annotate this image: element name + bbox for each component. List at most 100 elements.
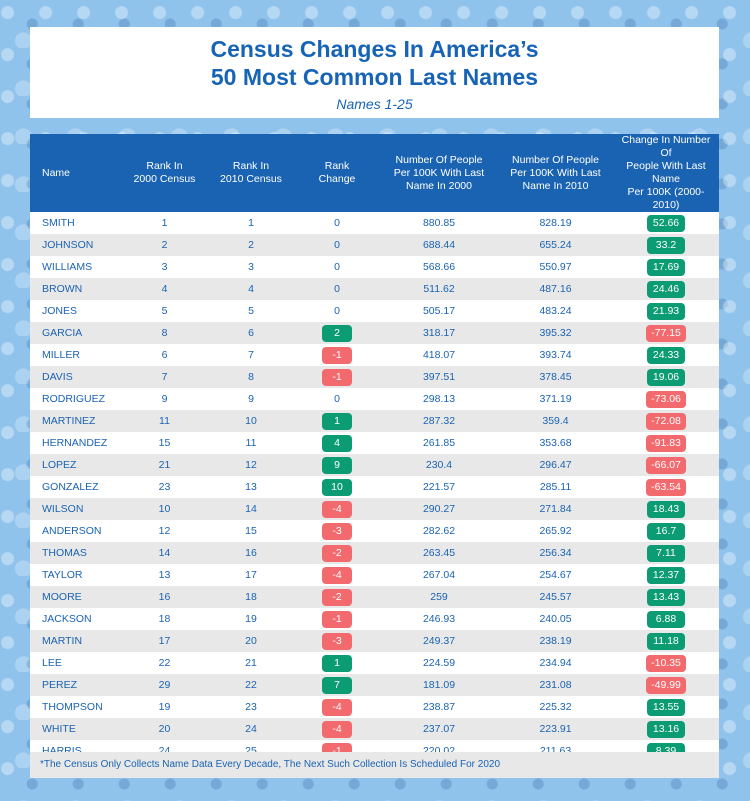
people-change-cell: 18.43: [613, 498, 719, 520]
rank-2010-cell: 23: [208, 696, 294, 718]
change-positive-badge: 7.11: [647, 544, 685, 562]
rank-down-badge: -2: [322, 588, 352, 606]
rank-change-cell: 0: [294, 300, 380, 322]
rank-2010-cell: 21: [208, 652, 294, 674]
rank-change-cell: 1: [294, 410, 380, 432]
rank-2010-cell: 16: [208, 542, 294, 564]
table-row: ANDERSON 12 15 -3 282.62 265.92 16.7: [30, 520, 719, 542]
rank-up-badge: 9: [322, 456, 352, 474]
change-positive-badge: 17.69: [647, 258, 685, 276]
change-positive-badge: 52.66: [647, 214, 685, 232]
table-row: MOORE 16 18 -2 259 245.57 13.43: [30, 586, 719, 608]
name-cell: HERNANDEZ: [30, 432, 121, 454]
people-change-cell: -77.15: [613, 322, 719, 344]
rank-change-cell: -4: [294, 718, 380, 740]
rank-2000-cell: 2: [121, 234, 208, 256]
people-2010-cell: 234.94: [498, 652, 613, 674]
people-2000-cell: 263.45: [380, 542, 498, 564]
people-2010-cell: 550.97: [498, 256, 613, 278]
change-negative-badge: -77.15: [646, 324, 686, 342]
rank-down-badge: -4: [322, 500, 352, 518]
change-positive-badge: 21.93: [647, 302, 685, 320]
table-row: BROWN 4 4 0 511.62 487.16 24.46: [30, 278, 719, 300]
table-row: MARTIN 17 20 -3 249.37 238.19 11.18: [30, 630, 719, 652]
people-change-cell: -91.83: [613, 432, 719, 454]
name-cell: JACKSON: [30, 608, 121, 630]
rank-2010-cell: 19: [208, 608, 294, 630]
people-change-cell: -66.07: [613, 454, 719, 476]
header-people-2000: Number Of People Per 100K With Last Name I…: [380, 134, 498, 212]
people-2010-cell: 353.68: [498, 432, 613, 454]
name-cell: PEREZ: [30, 674, 121, 696]
rank-change-cell: 9: [294, 454, 380, 476]
name-cell: GARCIA: [30, 322, 121, 344]
people-2010-cell: 378.45: [498, 366, 613, 388]
name-cell: LOPEZ: [30, 454, 121, 476]
rank-change-cell: -2: [294, 586, 380, 608]
table-row: SMITH 1 1 0 880.85 828.19 52.66: [30, 212, 719, 234]
rank-2000-cell: 5: [121, 300, 208, 322]
table-row: JACKSON 18 19 -1 246.93 240.05 6.88: [30, 608, 719, 630]
people-change-cell: 33.2: [613, 234, 719, 256]
change-negative-badge: -49.99: [646, 676, 686, 694]
rank-change-cell: 4: [294, 432, 380, 454]
rank-up-badge: 10: [322, 478, 352, 496]
rank-2010-cell: 4: [208, 278, 294, 300]
rank-down-badge: -3: [322, 632, 352, 650]
title-panel: Census Changes In America’s 50 Most Comm…: [30, 27, 719, 118]
rank-change-cell: 10: [294, 476, 380, 498]
rank-2000-cell: 13: [121, 564, 208, 586]
people-2000-cell: 221.57: [380, 476, 498, 498]
table-row: HERNANDEZ 15 11 4 261.85 353.68 -91.83: [30, 432, 719, 454]
people-2000-cell: 568.66: [380, 256, 498, 278]
rank-change-cell: -1: [294, 344, 380, 366]
name-cell: SMITH: [30, 212, 121, 234]
change-positive-badge: 16.7: [647, 522, 685, 540]
people-2000-cell: 511.62: [380, 278, 498, 300]
change-positive-badge: 24.46: [647, 280, 685, 298]
table-row: GARCIA 8 6 2 318.17 395.32 -77.15: [30, 322, 719, 344]
header-rank-2010: Rank In 2010 Census: [208, 134, 294, 212]
people-2010-cell: 240.05: [498, 608, 613, 630]
people-2010-cell: 256.34: [498, 542, 613, 564]
rank-down-badge: -4: [322, 698, 352, 716]
rank-change-cell: 0: [294, 256, 380, 278]
name-cell: MARTINEZ: [30, 410, 121, 432]
people-change-cell: 13.55: [613, 696, 719, 718]
name-cell: THOMAS: [30, 542, 121, 564]
name-cell: MOORE: [30, 586, 121, 608]
people-2010-cell: 271.84: [498, 498, 613, 520]
people-2010-cell: 487.16: [498, 278, 613, 300]
rank-2000-cell: 11: [121, 410, 208, 432]
people-2000-cell: 261.85: [380, 432, 498, 454]
people-2000-cell: 267.04: [380, 564, 498, 586]
header-name: Name: [30, 134, 121, 212]
chart-title-line-1: Census Changes In America’s: [210, 36, 539, 62]
table-row: JONES 5 5 0 505.17 483.24 21.93: [30, 300, 719, 322]
rank-2000-cell: 14: [121, 542, 208, 564]
rank-down-badge: -1: [322, 610, 352, 628]
change-negative-badge: -66.07: [646, 456, 686, 474]
name-cell: JOHNSON: [30, 234, 121, 256]
rank-change-cell: -1: [294, 366, 380, 388]
rank-down-badge: -1: [322, 346, 352, 364]
people-change-cell: 13.43: [613, 586, 719, 608]
table-row: WHITE 20 24 -4 237.07 223.91 13.16: [30, 718, 719, 740]
table-row: JOHNSON 2 2 0 688.44 655.24 33.2: [30, 234, 719, 256]
rank-2000-cell: 19: [121, 696, 208, 718]
people-2000-cell: 397.51: [380, 366, 498, 388]
people-change-cell: -10.35: [613, 652, 719, 674]
table-row: RODRIGUEZ 9 9 0 298.13 371.19 -73.06: [30, 388, 719, 410]
people-2010-cell: 395.32: [498, 322, 613, 344]
people-2010-cell: 245.57: [498, 586, 613, 608]
rank-2000-cell: 12: [121, 520, 208, 542]
rank-2000-cell: 21: [121, 454, 208, 476]
name-cell: GONZALEZ: [30, 476, 121, 498]
rank-change-cell: -3: [294, 630, 380, 652]
people-change-cell: 24.33: [613, 344, 719, 366]
people-2000-cell: 688.44: [380, 234, 498, 256]
footnote: *The Census Only Collects Name Data Ever…: [30, 752, 719, 778]
table-body: SMITH 1 1 0 880.85 828.19 52.66 JOHNSON 2 2 0 688.4…: [30, 212, 719, 762]
people-2010-cell: 371.19: [498, 388, 613, 410]
change-positive-badge: 13.16: [647, 720, 685, 738]
